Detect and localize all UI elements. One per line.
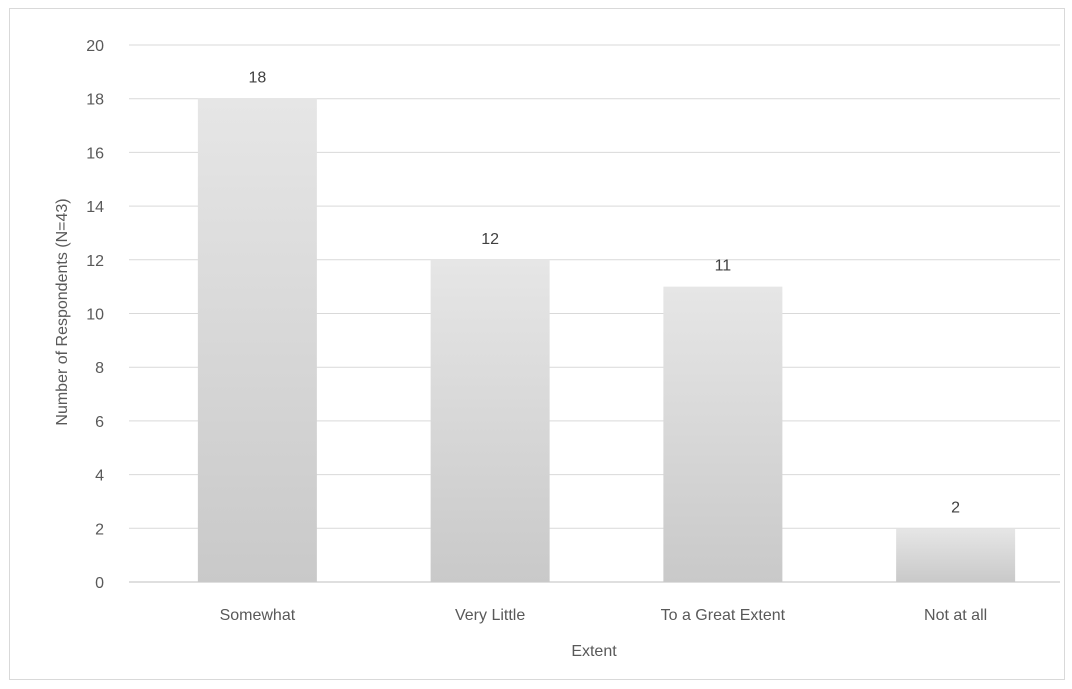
x-tick-label: Somewhat [220, 607, 296, 624]
data-label: 12 [481, 231, 499, 248]
bar [663, 286, 783, 582]
y-tick-label: 8 [95, 360, 104, 377]
y-tick-label: 4 [95, 468, 104, 485]
data-label: 2 [951, 499, 960, 516]
data-label: 18 [248, 70, 266, 87]
x-tick-label: To a Great Extent [661, 607, 786, 624]
data-labels: 18 12 11 2 [248, 70, 960, 517]
x-tick-label: Not at all [924, 607, 987, 624]
y-tick-label: 20 [86, 38, 104, 55]
y-tick-label: 14 [86, 199, 104, 216]
data-label: 11 [715, 258, 732, 275]
y-tick-label: 6 [95, 414, 104, 431]
y-tick-label: 2 [95, 521, 104, 538]
y-tick-label: 10 [86, 307, 104, 324]
x-axis-ticks: Somewhat Very Little To a Great Extent Not … [220, 607, 988, 624]
bar [197, 98, 317, 582]
y-axis-ticks: 0 2 4 6 8 10 12 14 16 18 20 [86, 38, 104, 592]
y-tick-label: 16 [86, 145, 104, 162]
bar [896, 528, 1016, 582]
x-tick-label: Very Little [455, 607, 525, 624]
bar [430, 259, 550, 582]
bars [197, 98, 1016, 582]
y-tick-label: 18 [86, 92, 104, 109]
x-axis-title: Extent [571, 643, 617, 660]
y-tick-label: 0 [95, 575, 104, 592]
y-tick-label: 12 [86, 253, 104, 270]
y-axis-title: Number of Respondents (N=43) [54, 198, 71, 425]
